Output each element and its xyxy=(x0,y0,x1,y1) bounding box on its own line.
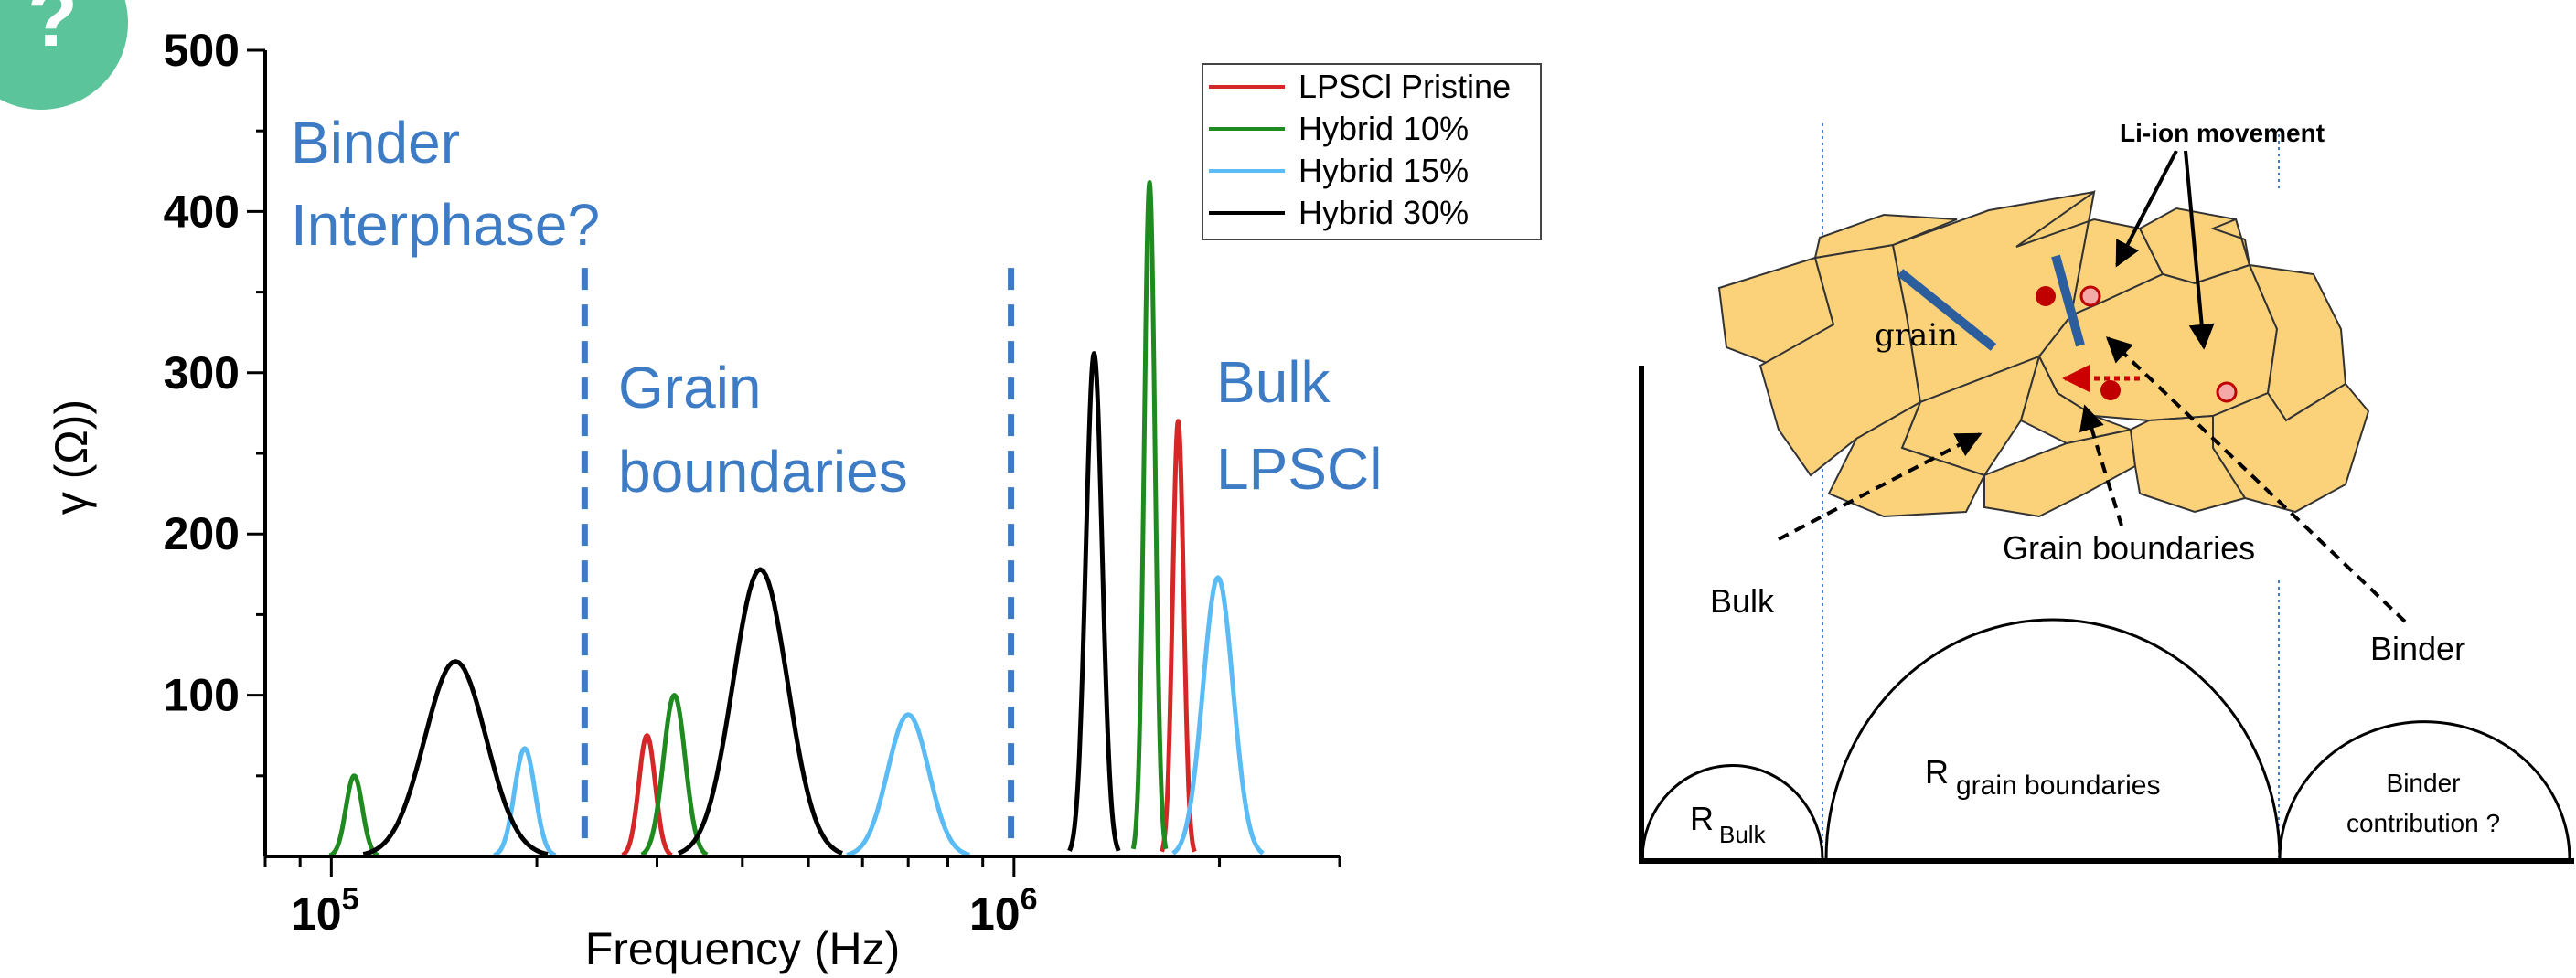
li-ion-arrow-right xyxy=(2184,150,2215,350)
tick-layer: 100 200 300 400 500 xyxy=(164,25,1341,877)
region-dividers xyxy=(581,268,1015,843)
li-ion-arrow-left xyxy=(2115,150,2178,268)
x-tick-exponent: 5 xyxy=(342,882,359,917)
series-peak xyxy=(1160,419,1197,853)
series-peak xyxy=(1067,351,1121,852)
li-ion-vacancy xyxy=(2216,381,2238,403)
x-tick-exponent: 6 xyxy=(1021,882,1038,917)
x-axis-title: Frequency (Hz) xyxy=(585,923,901,974)
legend-label: Hybrid 10% xyxy=(1299,110,1469,147)
x-tick-label-1e5: 105 xyxy=(291,882,359,940)
binder-label-line1: Binder xyxy=(291,110,460,175)
y-tick-label: 500 xyxy=(164,25,240,76)
binder-contribution-line2: contribution ? xyxy=(2346,809,2500,837)
grain-label-line1: Grain xyxy=(618,355,762,420)
series-peak xyxy=(1130,180,1169,850)
barrier-line-right xyxy=(2051,254,2085,347)
series-layer xyxy=(327,180,1265,858)
y-axis-title: γ (Ω)) xyxy=(46,399,97,515)
semicircle-bulk xyxy=(1641,764,1824,860)
r-gb-subscript: grain boundaries xyxy=(1956,771,2161,801)
x-tick-base: 10 xyxy=(969,888,1021,940)
grain-label-line2: boundaries xyxy=(618,439,908,505)
series-peak xyxy=(492,746,557,858)
binder-label: Binder xyxy=(2370,630,2465,667)
question-mark-icon: ? xyxy=(27,0,78,64)
li-ion-dot xyxy=(2036,286,2056,306)
series-peak xyxy=(677,567,843,856)
grain-boundaries-arrow xyxy=(2079,404,2123,526)
grain-piece xyxy=(2210,218,2250,266)
binder-contribution-line1: Binder xyxy=(2387,769,2461,797)
r-bulk-subscript: Bulk xyxy=(1719,821,1767,848)
semicircle-binder xyxy=(2278,720,2571,860)
bulk-arrow xyxy=(1778,432,1983,541)
barrier-line-left xyxy=(1897,269,1997,351)
impedance-chart: 100 200 300 400 500 Frequency (Hz) γ (Ω)) 10… xyxy=(46,25,1542,974)
series-peak xyxy=(621,733,673,857)
legend-label: Hybrid 30% xyxy=(1299,194,1469,231)
r-gb-symbol: R xyxy=(1925,753,1949,791)
help-badge: ? xyxy=(0,0,128,110)
series-peak xyxy=(362,659,549,857)
bulk-label-line1: Bulk xyxy=(1216,349,1331,415)
legend-label: Hybrid 15% xyxy=(1299,152,1469,189)
li-ion-movement-label: Li-ion movement xyxy=(2120,119,2325,147)
legend-label: LPSCl Pristine xyxy=(1299,68,1511,105)
r-bulk-symbol: R xyxy=(1690,800,1714,837)
y-tick-label: 300 xyxy=(164,347,240,399)
legend-box xyxy=(1202,63,1542,240)
grain-piece xyxy=(1813,213,1958,260)
r-bulk-label: R Bulk xyxy=(1690,800,1767,848)
conduction-diagram: grain Li-ion movement Grain boundaries B… xyxy=(1639,119,2574,864)
binder-arrow xyxy=(2105,336,2407,623)
grain-label: grain xyxy=(1875,317,1958,354)
grain-cluster xyxy=(1717,189,2370,518)
grain-piece xyxy=(2129,414,2247,514)
binder-label-line2: Interphase? xyxy=(291,192,600,258)
series-peak xyxy=(640,693,709,857)
series-peak xyxy=(327,773,380,858)
series-peak xyxy=(846,712,971,857)
y-tick-label: 200 xyxy=(164,508,240,559)
bulk-label: Bulk xyxy=(1710,582,1775,620)
badge-circle xyxy=(0,0,128,110)
legend-items: LPSCl Pristine Hybrid 10% Hybrid 15% Hybrid… xyxy=(1209,68,1511,231)
semicircle-grain-boundaries xyxy=(1824,618,2282,860)
li-ion-vacancy xyxy=(2079,285,2101,307)
grain-piece xyxy=(1827,399,1986,518)
y-tick-label: 400 xyxy=(164,186,240,237)
axes xyxy=(263,50,1340,858)
y-tick-label: 100 xyxy=(164,670,240,721)
series-peak xyxy=(1171,575,1265,856)
bulk-label-line2: LPSCl xyxy=(1216,436,1382,502)
li-ion-dot xyxy=(2100,380,2121,400)
grain-boundaries-label: Grain boundaries xyxy=(2003,529,2255,567)
x-tick-base: 10 xyxy=(291,888,342,940)
x-tick-label-1e6: 106 xyxy=(969,882,1038,940)
legend: LPSCl Pristine Hybrid 10% Hybrid 15% Hybrid… xyxy=(1202,63,1542,240)
